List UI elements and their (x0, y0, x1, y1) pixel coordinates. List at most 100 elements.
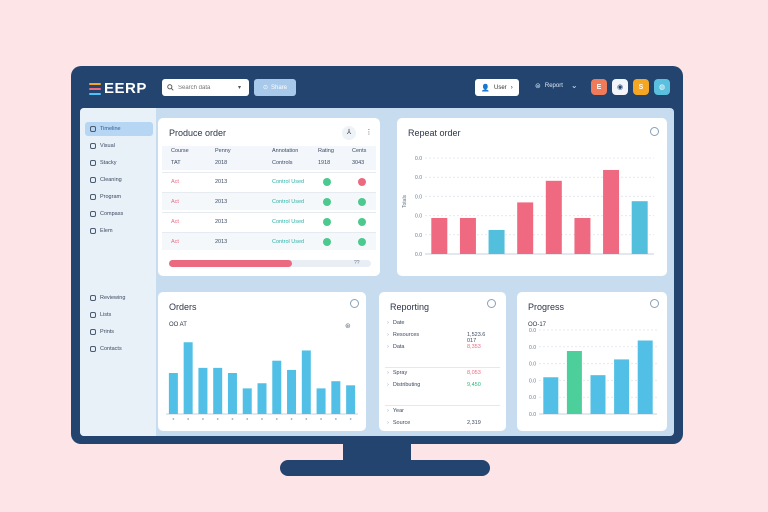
x-tick (275, 418, 278, 420)
report-row[interactable]: › Date (387, 320, 495, 326)
share-button[interactable]: ⊙ Share (254, 79, 296, 96)
report-row[interactable]: › Source 2,319 (387, 420, 495, 426)
bar[interactable] (545, 180, 562, 254)
sidebar-item-prints[interactable]: Prints (85, 325, 153, 339)
report-icon: ⊜ (535, 82, 541, 90)
settings-icon[interactable] (350, 299, 359, 308)
more-icon[interactable]: ⋮ (365, 129, 373, 136)
bar[interactable] (637, 340, 653, 415)
bar[interactable] (331, 381, 341, 414)
bar[interactable] (431, 218, 448, 254)
bar[interactable] (614, 359, 630, 414)
bar[interactable] (346, 385, 356, 414)
settings-icon[interactable] (487, 299, 496, 308)
search-box[interactable]: ▾ (162, 79, 249, 96)
report-row[interactable]: › Year (387, 408, 495, 414)
settings-icon[interactable] (650, 299, 659, 308)
bar[interactable] (287, 369, 297, 414)
sidebar-item-visual[interactable]: Visual (85, 139, 153, 153)
bar[interactable] (168, 373, 178, 414)
bar[interactable] (272, 360, 282, 414)
bar[interactable] (198, 367, 208, 414)
progress-subtitle: OO-17 (528, 322, 547, 328)
bar[interactable] (631, 201, 648, 254)
sidebar-item-program[interactable]: Program (85, 190, 153, 204)
bar[interactable] (566, 351, 582, 414)
dashboard-screen: Timeline Visual Stacky Cleaning Program Compa… (80, 108, 674, 436)
report-row[interactable]: › Data 8,353 (387, 344, 495, 350)
bar[interactable] (301, 350, 311, 414)
bar[interactable] (213, 367, 223, 414)
sidebar-item-timeline[interactable]: Timeline (85, 122, 153, 136)
app-icon-user[interactable]: ◉ (612, 79, 628, 95)
x-tick (320, 418, 322, 420)
sidebar-item-compass[interactable]: Compass (85, 207, 153, 221)
bar[interactable] (574, 218, 591, 254)
sidebar-item-contacts[interactable]: Contacts (85, 342, 153, 356)
user-button[interactable]: 👤 User › (475, 79, 519, 96)
chevron-right-icon: › (387, 382, 389, 388)
sidebar-item-label: Prints (100, 329, 115, 335)
table-row[interactable]: Act 2013 Control Used (162, 192, 376, 210)
progress-fill (169, 260, 293, 267)
app-icon-globe[interactable]: ◍ (654, 79, 670, 95)
report-row[interactable]: › Distributing 9,450 (387, 382, 495, 388)
divider (385, 367, 500, 368)
x-tick (172, 418, 175, 420)
filter-icon[interactable]: ⊛ (345, 323, 351, 330)
column-subheader: TAT (171, 160, 181, 166)
bar[interactable] (257, 383, 267, 414)
sidebar-item-cleaning[interactable]: Cleaning (85, 173, 153, 187)
card-title: Progress (528, 302, 565, 312)
sidebar-item-label: Cleaning (100, 177, 122, 183)
bar[interactable] (316, 388, 326, 414)
sidebar-item-label: Elem (100, 228, 113, 234)
sidebar-item-stacky[interactable]: Stacky (85, 156, 153, 170)
bar[interactable] (603, 170, 620, 254)
nav-icon (90, 126, 96, 132)
table-row[interactable]: Act 2013 Control Used (162, 212, 376, 230)
settings-icon[interactable] (650, 127, 659, 136)
bar[interactable] (227, 373, 237, 414)
bar[interactable] (488, 230, 505, 254)
sidebar-item-label: Program (100, 194, 122, 200)
status-dot (323, 178, 331, 186)
sidebar-item-reviewing[interactable]: Reviewing (85, 291, 153, 305)
table-row[interactable]: Act 2013 Control Used (162, 172, 376, 190)
nav-icon (90, 228, 96, 234)
bar[interactable] (590, 375, 606, 414)
report-row[interactable]: › Resources 1,523.6 017 (387, 332, 495, 344)
x-tick (246, 418, 249, 420)
sidebar-item-label: Compass (100, 211, 124, 217)
search-input[interactable] (178, 84, 234, 91)
y-tick-label: 0.0 (529, 362, 536, 368)
sidebar-item-elem[interactable]: Elem (85, 224, 153, 238)
divider (385, 405, 500, 406)
reporting-card: Reporting › Date › Resources 1,523.6 017 › Dat… (379, 292, 506, 431)
bar[interactable] (183, 342, 193, 414)
app-icon-s[interactable]: S (633, 79, 649, 95)
chevron-down-icon[interactable]: ▾ (238, 85, 242, 91)
bar[interactable] (517, 202, 534, 254)
sidebar-item-label: Visual (100, 143, 115, 149)
sidebar-item-lists[interactable]: Lists (85, 308, 153, 322)
report-menu[interactable]: ⊜ Report ⌄ (535, 81, 578, 90)
app-logo[interactable]: EERP (89, 80, 147, 97)
report-row[interactable]: › Spray 8,053 (387, 370, 495, 376)
chevron-right-icon: › (387, 370, 389, 376)
row-status: Control Used (272, 199, 305, 205)
app-icon-e[interactable]: E (591, 79, 607, 95)
card-title: Orders (169, 302, 197, 312)
row-year: 2013 (215, 179, 228, 185)
progress-chart: 0.0 0.0 0.0 0.0 0.0 0.0 (529, 328, 657, 418)
bar[interactable] (543, 377, 559, 414)
table-row[interactable]: Act 2013 Control Used (162, 232, 376, 250)
column-header: Course (171, 148, 189, 154)
user-filter-icon[interactable]: ⅄ (342, 126, 356, 140)
bar[interactable] (242, 388, 252, 414)
x-tick (334, 418, 337, 420)
report-row-value: 8,053 (467, 370, 481, 376)
nav-icon (90, 346, 96, 352)
bar[interactable] (459, 218, 476, 254)
nav-icon (90, 295, 96, 301)
